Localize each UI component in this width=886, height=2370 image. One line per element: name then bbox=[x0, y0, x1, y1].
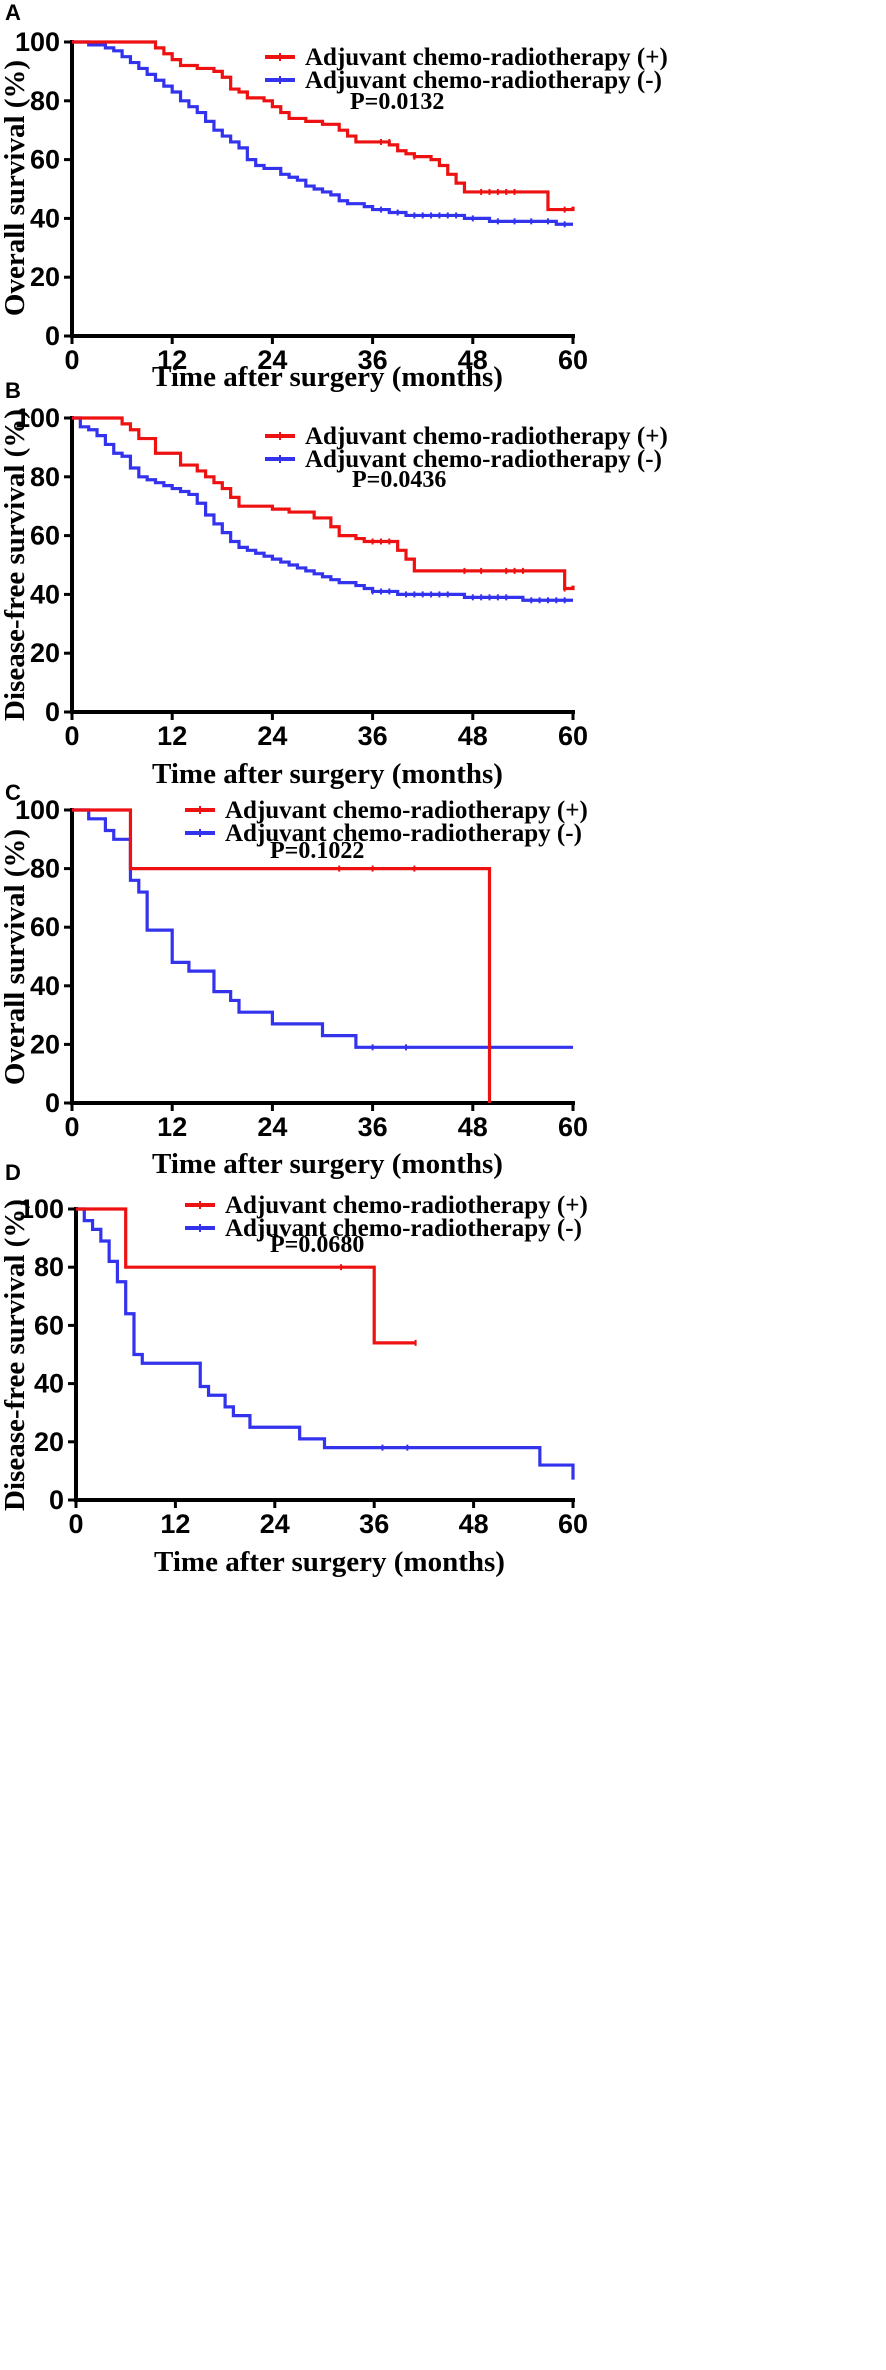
y-tick-label: 20 bbox=[34, 1427, 64, 1457]
y-tick-label: 20 bbox=[30, 1029, 60, 1059]
p-value: P=0.0680 bbox=[270, 1232, 364, 1258]
panel-a: A 0 12 24 36 48 60 0 20 40 60 80 100 Time after surge… bbox=[0, 0, 668, 393]
y-tick-label: 100 bbox=[19, 1194, 64, 1224]
y-tick-label: 40 bbox=[30, 579, 60, 609]
km-curve-minus bbox=[72, 416, 573, 602]
panel-label: B bbox=[5, 378, 21, 403]
x-tick-label: 60 bbox=[558, 345, 588, 375]
y-tick-label: 80 bbox=[30, 854, 60, 884]
y-tick-label: 60 bbox=[34, 1310, 64, 1340]
x-tick-label: 48 bbox=[458, 721, 488, 751]
y-tick-label: 40 bbox=[30, 971, 60, 1001]
legend-label: Adjuvant chemo-radiotherapy (-) bbox=[225, 820, 582, 847]
legend-entry-plus: Adjuvant chemo-radiotherapy (+) bbox=[265, 44, 668, 71]
legend-label: Adjuvant chemo-radiotherapy (+) bbox=[225, 1192, 588, 1219]
y-tick-label: 100 bbox=[15, 27, 60, 57]
x-axis-title: Time after surgery (months) bbox=[152, 361, 503, 393]
y-tick-label: 100 bbox=[15, 403, 60, 433]
x-tick-label: 0 bbox=[64, 345, 79, 375]
km-curve-minus bbox=[76, 1207, 575, 1480]
legend-label: Adjuvant chemo-radiotherapy (-) bbox=[305, 446, 662, 473]
x-tick-label: 0 bbox=[64, 721, 79, 751]
x-tick-label: 0 bbox=[64, 1112, 79, 1142]
y-tick-label: 80 bbox=[30, 86, 60, 116]
legend-entry-minus: Adjuvant chemo-radiotherapy (-) bbox=[185, 820, 582, 847]
x-tick-label: 60 bbox=[558, 1509, 588, 1539]
y-axis-title: Overall survival (%) bbox=[0, 60, 31, 316]
y-tick-label: 20 bbox=[30, 262, 60, 292]
legend-entry-minus: Adjuvant chemo-radiotherapy (-) bbox=[265, 67, 662, 94]
x-tick-label: 0 bbox=[68, 1509, 83, 1539]
panel-c: C 0 12 24 36 48 60 0 20 40 60 80 100 Time after surge… bbox=[0, 780, 588, 1180]
x-tick-label: 60 bbox=[558, 721, 588, 751]
y-tick-label: 40 bbox=[30, 203, 60, 233]
panel-label: A bbox=[5, 0, 21, 25]
p-value: P=0.0132 bbox=[350, 89, 444, 115]
x-tick-label: 12 bbox=[157, 721, 187, 751]
y-axis-title: Disease-free survival (%) bbox=[0, 409, 31, 721]
x-tick-label: 12 bbox=[160, 1509, 190, 1539]
km-curve-plus bbox=[72, 416, 575, 591]
x-tick-label: 48 bbox=[458, 1112, 488, 1142]
panel-label: C bbox=[5, 780, 21, 805]
km-curve-minus bbox=[72, 40, 573, 226]
y-axis-title: Disease-free survival (%) bbox=[0, 1199, 31, 1511]
legend-label: Adjuvant chemo-radiotherapy (-) bbox=[305, 67, 662, 94]
x-tick-label: 60 bbox=[558, 1112, 588, 1142]
x-tick-label: 12 bbox=[157, 345, 187, 375]
y-axis-title: Overall survival (%) bbox=[0, 829, 31, 1085]
y-tick-label: 60 bbox=[30, 521, 60, 551]
y-tick-label: 80 bbox=[34, 1252, 64, 1282]
legend-label: Adjuvant chemo-radiotherapy (+) bbox=[305, 423, 668, 450]
x-axis-title: Time after surgery (months) bbox=[152, 1148, 503, 1180]
x-tick-label: 48 bbox=[458, 345, 488, 375]
x-tick-label: 36 bbox=[358, 721, 388, 751]
legend-label: Adjuvant chemo-radiotherapy (-) bbox=[225, 1215, 582, 1242]
panel-b: B 0 12 24 36 48 60 0 20 40 60 80 100 Time after surge… bbox=[0, 378, 668, 790]
legend-entry-plus: Adjuvant chemo-radiotherapy (+) bbox=[185, 1192, 588, 1219]
legend-label: Adjuvant chemo-radiotherapy (+) bbox=[225, 797, 588, 824]
x-tick-label: 36 bbox=[358, 345, 388, 375]
x-tick-label: 36 bbox=[359, 1509, 389, 1539]
legend-entry-plus: Adjuvant chemo-radiotherapy (+) bbox=[265, 423, 668, 450]
x-tick-label: 24 bbox=[257, 1112, 287, 1142]
y-tick-label: 40 bbox=[34, 1369, 64, 1399]
y-tick-label: 0 bbox=[49, 1485, 64, 1515]
y-tick-label: 60 bbox=[30, 145, 60, 175]
x-axis-title: Time after surgery (months) bbox=[154, 1546, 505, 1578]
x-tick-label: 24 bbox=[257, 721, 287, 751]
legend-label: Adjuvant chemo-radiotherapy (+) bbox=[305, 44, 668, 71]
panel-label: D bbox=[5, 1160, 21, 1185]
x-tick-label: 12 bbox=[157, 1112, 187, 1142]
km-curve-plus bbox=[72, 808, 492, 1103]
legend-entry-minus: Adjuvant chemo-radiotherapy (-) bbox=[185, 1215, 582, 1242]
legend-entry-plus: Adjuvant chemo-radiotherapy (+) bbox=[185, 797, 588, 824]
km-curve-plus bbox=[72, 40, 575, 212]
x-tick-label: 36 bbox=[358, 1112, 388, 1142]
x-tick-label: 24 bbox=[260, 1509, 290, 1539]
y-tick-label: 0 bbox=[45, 1088, 60, 1118]
legend-entry-minus: Adjuvant chemo-radiotherapy (-) bbox=[265, 446, 662, 473]
p-value: P=0.1022 bbox=[270, 838, 364, 864]
y-tick-label: 20 bbox=[30, 638, 60, 668]
y-tick-label: 80 bbox=[30, 462, 60, 492]
panel-d: D 0 12 24 36 48 60 0 20 40 60 80 100 Time after surge… bbox=[0, 1160, 588, 1578]
km-curve-minus bbox=[72, 808, 573, 1049]
x-tick-label: 48 bbox=[459, 1509, 489, 1539]
y-tick-label: 60 bbox=[30, 912, 60, 942]
x-axis-title: Time after surgery (months) bbox=[152, 758, 503, 790]
y-tick-label: 0 bbox=[45, 321, 60, 351]
y-tick-label: 100 bbox=[15, 795, 60, 825]
y-tick-label: 0 bbox=[45, 697, 60, 727]
x-tick-label: 24 bbox=[257, 345, 287, 375]
km-curve-plus bbox=[76, 1207, 416, 1345]
p-value: P=0.0436 bbox=[352, 467, 446, 493]
